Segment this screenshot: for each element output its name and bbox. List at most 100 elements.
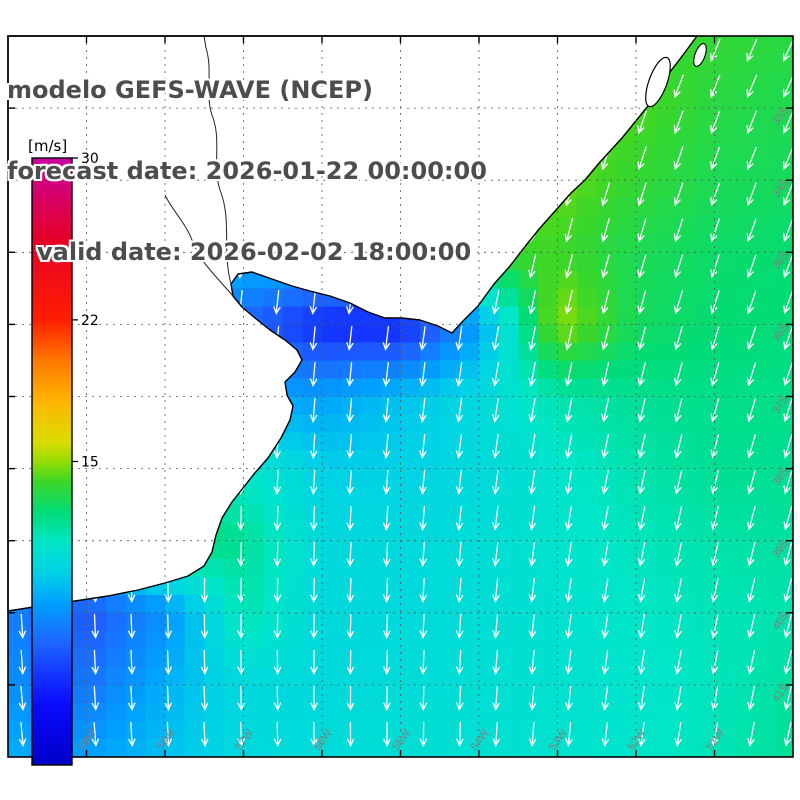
wind-arrow bbox=[346, 613, 355, 639]
speed-cell bbox=[361, 324, 382, 343]
speed-cell bbox=[753, 288, 774, 307]
speed-cell bbox=[636, 324, 657, 343]
speed-cell bbox=[380, 576, 402, 596]
speed-cell bbox=[714, 126, 735, 145]
wind-arrow bbox=[674, 470, 683, 495]
wind-arrow bbox=[346, 649, 355, 675]
speed-cell bbox=[479, 324, 500, 343]
speed-cell bbox=[439, 576, 460, 596]
speed-cell bbox=[439, 378, 460, 398]
speed-cell bbox=[498, 720, 519, 740]
speed-cell bbox=[655, 378, 676, 398]
speed-cell bbox=[577, 378, 598, 398]
speed-cell bbox=[577, 414, 598, 434]
wind-arrow bbox=[638, 649, 646, 675]
wind-arrow bbox=[455, 361, 463, 387]
speed-cell bbox=[125, 630, 146, 650]
speed-cell bbox=[714, 468, 735, 488]
wind-arrow bbox=[565, 541, 573, 567]
speed-cell bbox=[498, 360, 519, 379]
speed-cell bbox=[577, 306, 598, 325]
speed-cell bbox=[753, 558, 774, 578]
speed-cell bbox=[577, 612, 598, 632]
speed-cell bbox=[557, 360, 578, 379]
speed-cell bbox=[184, 684, 205, 704]
speed-cell bbox=[537, 252, 559, 271]
wind-arrow bbox=[783, 686, 792, 711]
colorbar-tick-label: 30 bbox=[81, 151, 99, 167]
speed-cell bbox=[596, 450, 617, 470]
wind-arrow bbox=[746, 74, 758, 98]
speed-cell bbox=[537, 414, 559, 434]
speed-cell bbox=[714, 414, 735, 434]
speed-cell bbox=[694, 306, 716, 325]
wind-arrow bbox=[601, 542, 609, 567]
speed-cell bbox=[498, 270, 519, 289]
speed-cell bbox=[714, 216, 735, 235]
speed-cell bbox=[498, 288, 519, 307]
wind-arrow bbox=[419, 397, 427, 423]
speed-cell bbox=[596, 666, 617, 686]
speed-cell bbox=[694, 234, 716, 253]
wind-arrow bbox=[382, 505, 391, 531]
speed-cell bbox=[341, 468, 362, 488]
wind-arrow bbox=[383, 685, 391, 711]
wind-arrow bbox=[273, 613, 282, 639]
speed-cell bbox=[322, 432, 343, 452]
speed-cell bbox=[282, 684, 303, 704]
speed-cell bbox=[557, 306, 578, 325]
speed-cell bbox=[694, 396, 716, 416]
speed-cell bbox=[518, 648, 539, 668]
wind-arrow bbox=[746, 362, 757, 387]
speed-cell bbox=[341, 540, 362, 560]
speed-cell bbox=[263, 630, 284, 650]
speed-cell bbox=[753, 450, 774, 470]
wind-arrow bbox=[601, 470, 609, 495]
speed-cell bbox=[577, 396, 598, 416]
speed-cell bbox=[459, 666, 480, 686]
speed-cell bbox=[243, 684, 264, 704]
speed-cell bbox=[577, 198, 598, 217]
title-block: modelo GEFS-WAVE (NCEP) forecast date: 2… bbox=[7, 23, 487, 320]
speed-cell bbox=[302, 612, 323, 632]
speed-cell bbox=[655, 576, 676, 596]
speed-cell bbox=[714, 54, 735, 73]
speed-cell bbox=[537, 612, 559, 632]
speed-cell bbox=[537, 378, 559, 398]
wind-arrow bbox=[710, 254, 720, 279]
wind-arrow bbox=[18, 721, 27, 747]
speed-cell bbox=[341, 378, 362, 398]
speed-cell bbox=[537, 522, 559, 542]
wind-arrow bbox=[673, 254, 684, 279]
speed-cell bbox=[537, 360, 559, 379]
speed-cell bbox=[694, 288, 716, 307]
wind-arrow bbox=[419, 469, 427, 495]
speed-cell bbox=[616, 684, 637, 704]
speed-cell bbox=[420, 486, 441, 506]
speed-cell bbox=[322, 378, 343, 398]
speed-cell bbox=[439, 450, 460, 470]
speed-cell bbox=[636, 576, 657, 596]
wind-arrow bbox=[783, 110, 794, 134]
wind-arrow bbox=[746, 326, 757, 351]
speed-cell bbox=[518, 684, 539, 704]
wind-arrow bbox=[419, 505, 427, 531]
wind-arrow bbox=[383, 541, 391, 567]
speed-cell bbox=[753, 252, 774, 271]
wind-arrow bbox=[128, 721, 136, 747]
speed-cell bbox=[498, 378, 519, 398]
speed-cell bbox=[400, 414, 421, 434]
speed-cell bbox=[694, 594, 716, 614]
speed-cell bbox=[675, 702, 696, 722]
speed-cell bbox=[86, 720, 107, 740]
wind-arrow bbox=[310, 505, 318, 531]
speed-cell bbox=[655, 504, 676, 524]
speed-cell bbox=[361, 360, 382, 379]
speed-cell bbox=[322, 414, 343, 434]
speed-cell bbox=[165, 666, 186, 686]
speed-cell bbox=[8, 648, 29, 668]
speed-cell bbox=[322, 576, 343, 596]
speed-cell bbox=[675, 306, 696, 325]
speed-cell bbox=[577, 360, 598, 379]
wind-arrow bbox=[674, 434, 683, 459]
